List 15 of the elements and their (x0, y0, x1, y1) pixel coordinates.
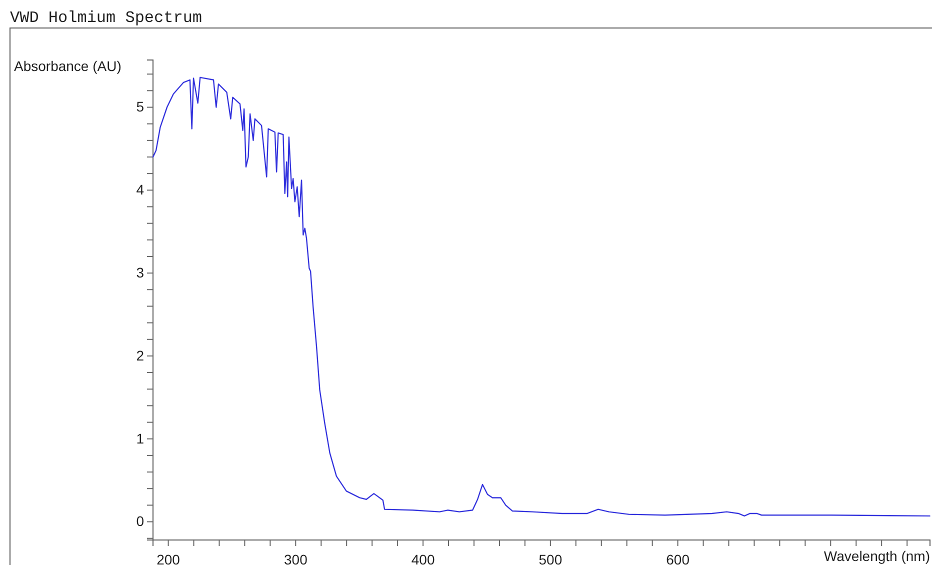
chart-title: VWD Holmium Spectrum (10, 9, 202, 27)
y-tick-label: 5 (136, 98, 144, 115)
y-tick-label: 4 (136, 182, 144, 198)
line-series (152, 76, 930, 517)
x-axis-title: Wavelength (nm) (824, 548, 930, 564)
x-tick-label: 200 (156, 551, 180, 565)
y-tick-label: 0 (136, 513, 144, 530)
x-tick-label: 400 (411, 551, 435, 565)
x-tick-label: 500 (538, 551, 562, 565)
y-axis-title: Absorbance (AU) (14, 58, 122, 74)
y-tick-label: 1 (136, 430, 144, 446)
y-tick-label: 3 (136, 264, 144, 281)
x-tick-label: 600 (666, 551, 690, 565)
y-tick-label: 2 (136, 347, 144, 364)
x-tick-label: 300 (284, 551, 308, 565)
